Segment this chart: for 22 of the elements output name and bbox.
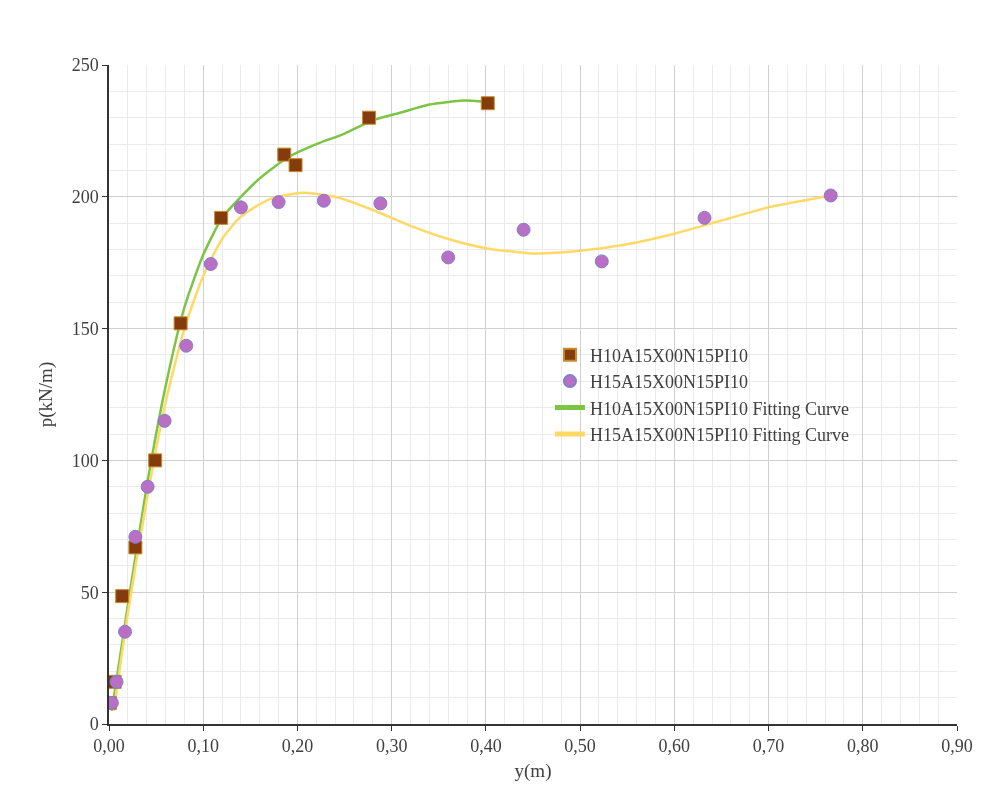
y-tick-label: 50: [80, 582, 99, 603]
x-axis-title: y(m): [514, 759, 552, 782]
x-tick-label: 0,30: [375, 736, 408, 757]
x-tick-label: 0,00: [93, 736, 125, 757]
x-tick-label: 0,10: [187, 736, 219, 757]
y-axis-title: p(kN/m): [35, 361, 57, 428]
x-tick-label: 0,60: [658, 736, 691, 757]
x-tick-label: 0,70: [752, 736, 785, 757]
legend-label: H10A15X00N15PI10: [589, 345, 748, 366]
legend-label: H15A15X00N15PI10: [589, 372, 748, 393]
legend-label: H10A15X00N15PI10 Fitting Curve: [589, 398, 849, 419]
legend-label: H15A15X00N15PI10 Fitting Curve: [589, 424, 849, 445]
x-tick-label: 0,40: [470, 736, 502, 757]
y-tick-label: 150: [71, 318, 99, 339]
x-tick-label: 0,50: [564, 736, 596, 757]
y-tick-label: 200: [71, 187, 99, 208]
y-tick-label: 100: [71, 450, 99, 471]
x-tick-label: 0,20: [281, 736, 314, 757]
y-tick-label: 250: [71, 55, 99, 76]
x-tick-label: 0,90: [941, 736, 973, 757]
y-tick-label: 0: [89, 714, 99, 735]
x-tick-label: 0,80: [847, 736, 879, 757]
